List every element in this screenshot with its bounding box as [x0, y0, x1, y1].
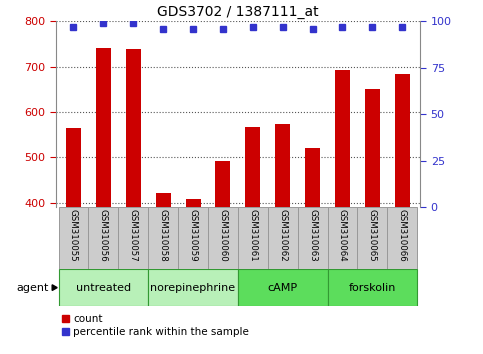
- Text: agent: agent: [16, 282, 48, 293]
- Title: GDS3702 / 1387111_at: GDS3702 / 1387111_at: [157, 5, 319, 19]
- Text: GSM310055: GSM310055: [69, 209, 78, 262]
- Text: GSM310066: GSM310066: [398, 209, 407, 262]
- Bar: [148, 207, 178, 269]
- Bar: [268, 207, 298, 269]
- Bar: [245, 127, 260, 207]
- Bar: [335, 70, 350, 207]
- Bar: [365, 89, 380, 207]
- Text: untreated: untreated: [76, 282, 131, 293]
- Bar: [156, 194, 170, 207]
- Bar: [96, 48, 111, 207]
- Bar: [357, 207, 387, 269]
- Bar: [185, 199, 200, 207]
- Bar: [208, 207, 238, 269]
- Bar: [298, 207, 327, 269]
- Bar: [148, 269, 238, 306]
- Bar: [126, 49, 141, 207]
- Bar: [118, 207, 148, 269]
- Bar: [238, 269, 327, 306]
- Text: GSM310060: GSM310060: [218, 209, 227, 262]
- Text: GSM310059: GSM310059: [188, 209, 198, 262]
- Text: GSM310058: GSM310058: [158, 209, 168, 262]
- Bar: [395, 74, 410, 207]
- Bar: [238, 207, 268, 269]
- Bar: [215, 161, 230, 207]
- Bar: [88, 207, 118, 269]
- Text: forskolin: forskolin: [349, 282, 396, 293]
- Text: GSM310057: GSM310057: [129, 209, 138, 262]
- Bar: [58, 207, 88, 269]
- Bar: [275, 124, 290, 207]
- Bar: [58, 269, 148, 306]
- Bar: [305, 148, 320, 207]
- Text: GSM310062: GSM310062: [278, 209, 287, 262]
- Text: cAMP: cAMP: [268, 282, 298, 293]
- Text: GSM310064: GSM310064: [338, 209, 347, 262]
- Text: GSM310065: GSM310065: [368, 209, 377, 262]
- Bar: [327, 207, 357, 269]
- Bar: [387, 207, 417, 269]
- Text: GSM310063: GSM310063: [308, 209, 317, 262]
- Text: GSM310056: GSM310056: [99, 209, 108, 262]
- Legend: count, percentile rank within the sample: count, percentile rank within the sample: [61, 313, 250, 338]
- Text: norepinephrine: norepinephrine: [151, 282, 236, 293]
- Bar: [178, 207, 208, 269]
- Bar: [327, 269, 417, 306]
- Text: GSM310061: GSM310061: [248, 209, 257, 262]
- Bar: [66, 128, 81, 207]
